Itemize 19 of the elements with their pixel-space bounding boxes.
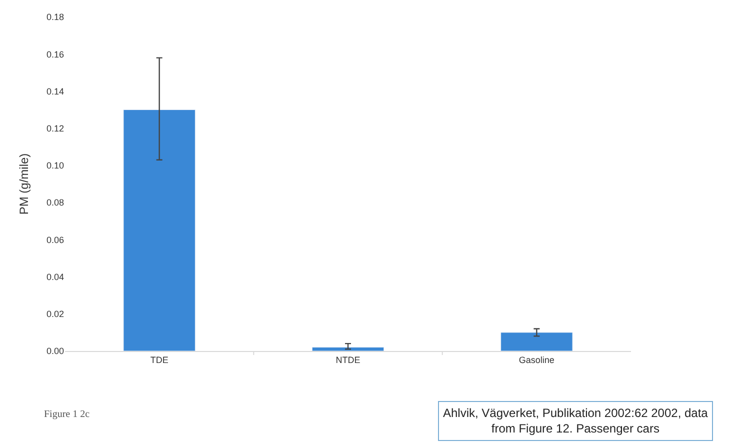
- x-tick-label: NTDE: [336, 354, 360, 365]
- y-tick-label: 0.10: [46, 160, 64, 171]
- y-tick-label: 0.00: [46, 346, 64, 356]
- y-tick-label: 0.04: [46, 272, 64, 282]
- y-tick-label: 0.16: [46, 49, 64, 60]
- y-tick-label: 0.02: [46, 309, 64, 320]
- caption: Figure 1 2c: [44, 409, 90, 420]
- y-axis-title: PM (g/mile): [16, 153, 31, 215]
- y-tick-label: 0.14: [46, 86, 64, 96]
- bar: [500, 332, 573, 351]
- x-tick-label: TDE: [150, 354, 168, 365]
- bar: [123, 110, 196, 351]
- y-tick-label: 0.08: [46, 198, 64, 208]
- y-tick-label: 0.12: [46, 123, 64, 134]
- x-tick-label: Gasoline: [518, 354, 554, 365]
- bar: [312, 347, 384, 351]
- y-tick-label: 0.06: [46, 234, 64, 245]
- text: Ahlvik, Vägverket, Publikation 2002:62 2002, data from Figure 12. Passenger cars: [443, 406, 708, 436]
- y-tick-label: 0.18: [46, 12, 64, 22]
